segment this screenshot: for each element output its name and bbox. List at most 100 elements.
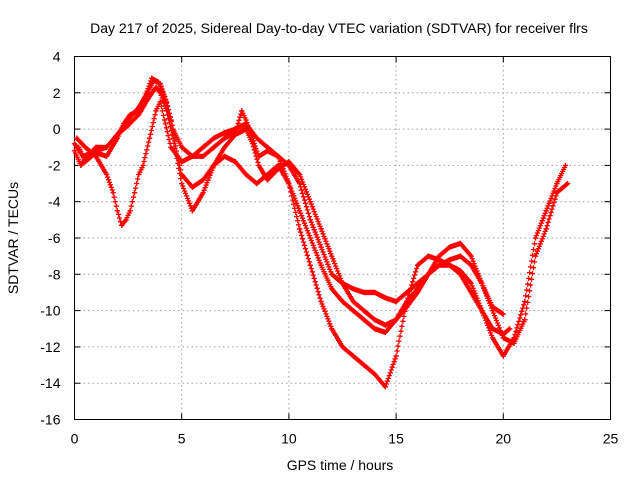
- data-point: [232, 126, 238, 132]
- data-point: [562, 162, 569, 168]
- data-point: [361, 289, 367, 296]
- data-point: [84, 153, 90, 159]
- data-point: [414, 286, 421, 292]
- data-point: [457, 253, 464, 259]
- data-point: [264, 171, 271, 178]
- data-point: [372, 317, 378, 323]
- data-point: [436, 262, 442, 268]
- data-point: [554, 180, 560, 187]
- data-point: [372, 371, 378, 377]
- data-point: [318, 244, 324, 250]
- data-point: [522, 298, 528, 305]
- grid: [74, 56, 611, 420]
- data-point: [131, 190, 138, 196]
- data-point: [211, 162, 217, 168]
- data-point: [329, 326, 335, 332]
- x-axis-label: GPS time / hours: [287, 457, 394, 473]
- data-point: [350, 286, 356, 292]
- series-trace-4: [71, 84, 571, 346]
- data-point: [447, 244, 453, 250]
- data-point: [500, 353, 506, 359]
- data-point: [307, 217, 313, 223]
- y-tick-label: 4: [53, 49, 61, 65]
- data-point: [457, 268, 464, 274]
- data-point: [543, 226, 549, 232]
- data-point: [119, 222, 125, 228]
- data-point: [350, 298, 356, 305]
- data-point: [425, 253, 431, 259]
- data-point: [329, 286, 335, 292]
- data-point: [307, 262, 313, 268]
- data-point: [249, 141, 256, 147]
- data-point: [104, 144, 110, 150]
- y-tick-label: -16: [40, 412, 60, 428]
- data-point: [307, 199, 313, 205]
- data-point: [82, 144, 88, 150]
- data-point: [164, 108, 170, 114]
- data-point: [500, 311, 506, 317]
- data-point: [104, 153, 110, 159]
- data-point: [393, 353, 399, 359]
- data-point: [179, 180, 185, 187]
- data-point: [125, 122, 131, 129]
- data-point: [221, 135, 228, 141]
- data-point: [264, 144, 271, 150]
- data-point: [189, 208, 196, 214]
- data-point: [146, 93, 153, 100]
- data-point: [78, 162, 84, 168]
- data-point: [243, 121, 249, 127]
- data-point: [71, 148, 78, 154]
- data-point: [170, 135, 176, 141]
- data-point: [136, 111, 142, 118]
- y-tick-label: -8: [48, 266, 61, 282]
- y-tick-label: -12: [40, 339, 60, 355]
- data-point: [71, 141, 78, 147]
- x-tick-label: 15: [388, 431, 404, 447]
- data-point: [329, 253, 335, 259]
- y-tick-label: -10: [40, 303, 60, 319]
- data-point: [297, 226, 303, 232]
- data-point: [127, 111, 133, 118]
- data-point: [565, 180, 571, 187]
- data-point: [404, 298, 410, 305]
- y-tick-label: -4: [48, 194, 61, 210]
- data-point: [318, 262, 324, 268]
- data-point: [307, 235, 313, 241]
- x-tick-label: 10: [281, 431, 297, 447]
- data-point: [114, 131, 120, 138]
- data-point: [179, 144, 185, 150]
- data-point: [447, 257, 453, 263]
- data-point: [140, 162, 146, 168]
- data-point: [93, 144, 99, 150]
- data-point: [554, 190, 560, 196]
- data-points: [71, 75, 571, 390]
- data-point: [93, 153, 99, 159]
- data-point: [114, 208, 120, 214]
- data-point: [232, 131, 238, 138]
- y-tick-label: -14: [40, 375, 60, 391]
- data-point: [468, 289, 474, 296]
- data-point: [239, 108, 245, 114]
- data-point: [436, 257, 442, 263]
- y-tick-label: -6: [48, 230, 61, 246]
- data-point: [318, 226, 324, 232]
- data-point: [286, 180, 292, 187]
- y-tick-label: 0: [53, 121, 61, 137]
- data-point: [350, 308, 356, 314]
- data-point: [161, 117, 168, 123]
- data-point: [146, 135, 153, 141]
- y-axis-label: SDTVAR / TECUs: [5, 182, 21, 294]
- data-point: [200, 153, 206, 159]
- data-point: [350, 353, 356, 359]
- data-point: [468, 280, 474, 286]
- data-point: [221, 153, 228, 159]
- data-point: [275, 162, 281, 168]
- data-point: [221, 144, 228, 150]
- data-point: [123, 217, 129, 223]
- data-point: [361, 317, 367, 323]
- data-point: [489, 326, 496, 332]
- data-point: [489, 308, 496, 314]
- data-point: [264, 177, 271, 183]
- data-point: [414, 262, 421, 268]
